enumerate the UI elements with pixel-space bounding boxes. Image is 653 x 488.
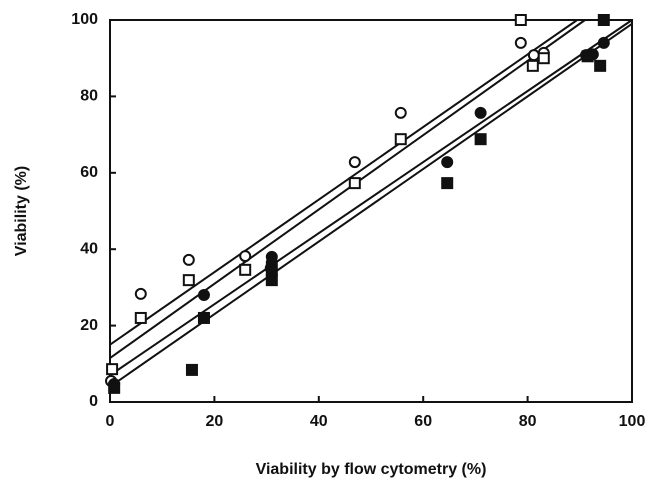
y-tick-label: 40 bbox=[80, 240, 98, 257]
y-tick-label: 100 bbox=[71, 11, 98, 28]
point bbox=[239, 250, 252, 263]
fit-line bbox=[109, 22, 633, 388]
y-tick-label: 60 bbox=[80, 164, 98, 181]
point bbox=[348, 177, 361, 190]
point bbox=[394, 133, 407, 146]
point bbox=[197, 289, 210, 302]
point bbox=[514, 14, 527, 26]
point bbox=[474, 106, 487, 119]
point bbox=[185, 363, 198, 376]
point bbox=[394, 106, 407, 119]
point bbox=[594, 59, 607, 72]
point bbox=[474, 133, 487, 146]
point bbox=[597, 36, 610, 49]
point bbox=[441, 156, 454, 169]
x-tick-label: 20 bbox=[206, 413, 224, 430]
x-axis-label: Viability by flow cytometry (%) bbox=[256, 461, 487, 478]
plot-frame bbox=[109, 19, 633, 403]
point bbox=[134, 287, 147, 300]
x-tick-label: 0 bbox=[106, 413, 115, 430]
x-tick-label: 100 bbox=[619, 413, 646, 430]
point bbox=[527, 49, 540, 62]
point bbox=[441, 177, 454, 190]
fit-line bbox=[109, 19, 578, 346]
fit-line bbox=[109, 19, 586, 359]
point bbox=[537, 52, 550, 65]
y-axis-label: Viability (%) bbox=[13, 166, 30, 256]
x-tick-label: 80 bbox=[519, 413, 537, 430]
point bbox=[239, 263, 252, 276]
y-tick-label: 0 bbox=[89, 393, 98, 410]
point bbox=[182, 253, 195, 266]
point bbox=[514, 36, 527, 49]
fit-line bbox=[109, 19, 633, 377]
x-tick-label: 60 bbox=[414, 413, 432, 430]
x-tick-label: 40 bbox=[310, 413, 328, 430]
point bbox=[197, 311, 210, 324]
point bbox=[106, 363, 119, 376]
y-tick-label: 80 bbox=[80, 88, 98, 105]
point bbox=[182, 274, 195, 287]
y-tick-label: 20 bbox=[80, 317, 98, 334]
point bbox=[526, 59, 539, 72]
point bbox=[265, 264, 278, 277]
point bbox=[581, 50, 594, 63]
point bbox=[348, 156, 361, 169]
point bbox=[597, 14, 610, 26]
point bbox=[134, 311, 147, 324]
point bbox=[108, 381, 121, 394]
point bbox=[265, 274, 278, 287]
